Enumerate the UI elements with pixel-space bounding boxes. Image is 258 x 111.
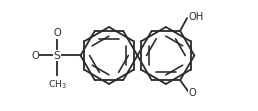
Text: O: O: [53, 28, 61, 38]
Text: CH$_3$: CH$_3$: [48, 79, 67, 91]
Text: S: S: [54, 51, 61, 60]
Text: O: O: [189, 88, 196, 98]
Text: OH: OH: [189, 12, 204, 22]
Text: O: O: [31, 51, 39, 60]
